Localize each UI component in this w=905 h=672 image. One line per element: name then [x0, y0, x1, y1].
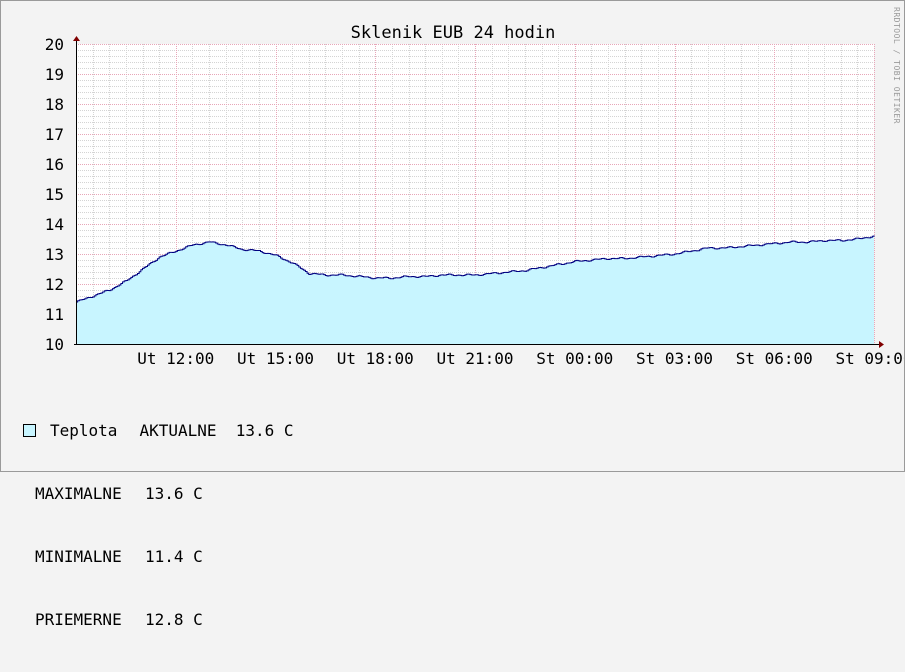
- chart-frame: 10 11 12 13 14 15 16 17 18 19 20 Ut 12:00 Ut 15:00 U…: [0, 0, 905, 629]
- legend-stat-avg: PRIEMERNE 12.8 C: [23, 609, 294, 630]
- x-tick-label: St 00:00: [536, 349, 613, 368]
- x-tick-label: Ut 18:00: [337, 349, 414, 368]
- legend: Teplota AKTUALNE 13.6 C MAXIMALNE 13.6 C M…: [23, 378, 294, 672]
- legend-stat-min: MINIMALNE 11.4 C: [23, 546, 294, 567]
- x-tick-labels: Ut 12:00 Ut 15:00 Ut 18:00 Ut 21:00 St 00:00…: [137, 349, 904, 368]
- chart-title: Sklenik EUB 24 hodin: [351, 23, 556, 43]
- stat-value: 11.4 C: [145, 547, 203, 566]
- stat-label: MINIMALNE: [35, 547, 122, 566]
- x-tick-label: Ut 21:00: [436, 349, 513, 368]
- axes: [73, 36, 884, 348]
- y-tick-label: 11: [45, 305, 64, 324]
- y-tick-label: 10: [45, 335, 64, 354]
- series-swatch: [23, 424, 36, 437]
- legend-current-label: AKTUALNE: [139, 421, 217, 440]
- series-line: [76, 235, 875, 303]
- y-axis-arrow: [73, 36, 80, 41]
- stat-label: PRIEMERNE: [35, 610, 122, 629]
- y-tick-label: 17: [45, 125, 64, 144]
- legend-series-label: Teplota: [50, 421, 118, 440]
- x-tick-label: St 03:00: [636, 349, 713, 368]
- stat-value: 13.6 C: [145, 484, 203, 503]
- y-tick-label: 16: [45, 155, 64, 174]
- x-tick-label: St 06:00: [736, 349, 813, 368]
- y-tick-label: 19: [45, 65, 64, 84]
- y-tick-label: 18: [45, 95, 64, 114]
- x-tick-label: Ut 15:00: [237, 349, 314, 368]
- legend-series-row: Teplota AKTUALNE 13.6 C: [23, 420, 294, 441]
- y-tick-label: 14: [45, 215, 64, 234]
- stat-label: MAXIMALNE: [35, 484, 122, 503]
- y-tick-labels: 10 11 12 13 14 15 16 17 18 19 20: [45, 35, 64, 354]
- y-tick-label: 13: [45, 245, 64, 264]
- x-tick-label: St 09:00: [835, 349, 904, 368]
- series-area-fill: [76, 235, 874, 344]
- legend-stat-max: MAXIMALNE 13.6 C: [23, 483, 294, 504]
- x-axis-arrow: [879, 341, 884, 348]
- y-tick-label: 20: [45, 35, 64, 54]
- watermark: RRDTOOL / TOBI OETIKER: [892, 7, 901, 124]
- x-tick-label: Ut 12:00: [137, 349, 214, 368]
- legend-current-value: 13.6 C: [235, 421, 294, 440]
- y-tick-label: 12: [45, 275, 64, 294]
- series-area: [76, 235, 875, 344]
- stat-value: 12.8 C: [145, 610, 203, 629]
- y-tick-label: 15: [45, 185, 64, 204]
